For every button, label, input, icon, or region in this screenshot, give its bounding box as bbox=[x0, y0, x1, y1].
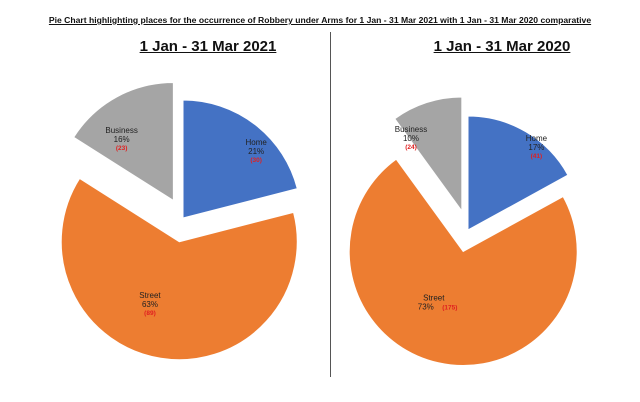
pie-slice-street-2020 bbox=[348, 158, 578, 366]
slice-label-business-2021: Business bbox=[105, 126, 137, 135]
slice-count-home-2020: (41) bbox=[531, 153, 543, 160]
slice-percent-business-2021: 16% bbox=[114, 135, 130, 144]
slice-label-business-2020: Business bbox=[395, 125, 427, 134]
pie-title-2021: 1 Jan - 31 Mar 2021 bbox=[139, 38, 277, 55]
slice-label-home-2021: Home bbox=[245, 138, 267, 147]
slice-count-street-2020: (175) bbox=[442, 305, 457, 312]
slice-percent-business-2020: 10% bbox=[403, 134, 419, 143]
pie-slice-business-2020 bbox=[394, 96, 463, 213]
slice-count-business-2021: (23) bbox=[116, 145, 128, 152]
pie-title-2020: 1 Jan - 31 Mar 2020 bbox=[433, 38, 571, 55]
slice-percent-street-2020: 73% bbox=[418, 303, 434, 312]
pie-slice-home-2021 bbox=[182, 99, 298, 219]
slice-percent-home-2021: 21% bbox=[248, 147, 264, 156]
pie-slice-street-2021 bbox=[60, 177, 298, 361]
slice-label-home-2020: Home bbox=[526, 134, 548, 143]
slice-count-home-2021: (30) bbox=[250, 157, 262, 164]
slice-percent-home-2020: 17% bbox=[528, 143, 544, 152]
slice-count-street-2021: (89) bbox=[144, 310, 156, 317]
slice-label-street-2021: Street bbox=[139, 291, 161, 300]
pie-slice-home-2020 bbox=[467, 115, 569, 231]
slice-label-street-2020: Street bbox=[423, 294, 445, 303]
slice-percent-street-2021: 63% bbox=[142, 300, 158, 309]
chart-main-title: Pie Chart highlighting places for the oc… bbox=[48, 15, 592, 25]
panel-divider bbox=[330, 32, 331, 377]
pie-slice-business-2021 bbox=[73, 81, 174, 202]
slice-count-business-2020: (24) bbox=[405, 144, 417, 151]
